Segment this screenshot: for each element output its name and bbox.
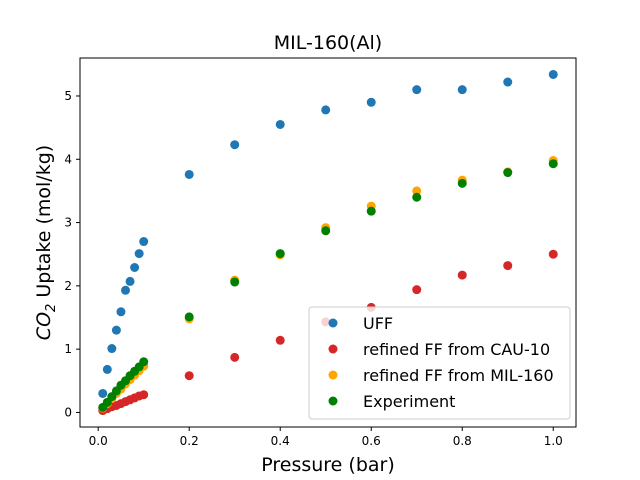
legend-marker (328, 344, 338, 354)
data-point (121, 285, 131, 295)
legend-label: UFF (363, 314, 393, 333)
legend-label: Experiment (363, 392, 455, 411)
data-point (366, 97, 376, 107)
data-point (107, 344, 117, 354)
plot-content (98, 69, 558, 416)
y-axis-label-prefix: CO (33, 312, 55, 340)
data-point (366, 206, 376, 216)
data-point (412, 285, 422, 295)
y-tick-label: 1 (64, 342, 72, 356)
chart-title: MIL-160(Al) (274, 32, 382, 54)
x-tick-label: 0.4 (271, 434, 290, 448)
legend-items: UFF refined FF from CAU-10 refined FF from… (328, 314, 554, 411)
y-tick-label: 5 (64, 89, 72, 103)
plot-frame (79, 57, 577, 428)
data-point (548, 249, 558, 259)
data-point (139, 390, 149, 400)
data-point (230, 140, 240, 150)
data-point (275, 249, 285, 259)
x-axis: 0.0 0.2 0.4 0.6 0.8 1.0 (89, 427, 563, 448)
data-point (230, 277, 240, 287)
series-uff (98, 69, 558, 398)
data-point (412, 85, 422, 95)
data-point (116, 307, 126, 317)
data-point (230, 352, 240, 362)
y-tick-label: 4 (64, 152, 72, 166)
legend-label: refined FF from CAU-10 (363, 340, 550, 359)
x-tick-label: 1.0 (544, 434, 563, 448)
data-point (102, 364, 112, 374)
series-experiment (98, 159, 558, 412)
data-point (184, 312, 194, 322)
data-point (134, 249, 144, 259)
y-tick-label: 3 (64, 216, 72, 230)
data-point (503, 77, 513, 87)
legend-marker (328, 318, 338, 328)
legend-marker (328, 396, 338, 406)
y-axis-label-suffix: Uptake (mol/kg) (33, 145, 55, 304)
x-axis-label: Pressure (bar) (261, 454, 395, 476)
y-tick-label: 0 (64, 405, 72, 419)
data-point (457, 85, 467, 95)
data-point (111, 325, 121, 335)
data-point (275, 119, 285, 129)
data-point (548, 69, 558, 79)
data-point (503, 168, 513, 178)
data-point (184, 371, 194, 381)
x-tick-label: 0.6 (362, 434, 381, 448)
data-point (139, 237, 149, 247)
legend: UFF refined FF from CAU-10 refined FF from… (308, 306, 571, 420)
x-tick-label: 0.0 (89, 434, 108, 448)
data-point (184, 169, 194, 179)
y-tick-label: 2 (64, 279, 72, 293)
data-point (130, 263, 140, 273)
data-point (412, 192, 422, 202)
series-refined-ff-from-cau-10 (98, 249, 558, 416)
y-axis: 0 1 2 3 4 5 (64, 89, 80, 419)
legend-label: refined FF from MIL-160 (363, 366, 554, 385)
data-point (139, 357, 149, 367)
data-point (457, 270, 467, 280)
x-tick-label: 0.8 (453, 434, 472, 448)
data-point (503, 261, 513, 271)
data-point (125, 276, 135, 286)
legend-box (308, 306, 571, 420)
y-axis-label: CO2 Uptake (mol/kg) (33, 145, 59, 340)
legend-marker (328, 370, 338, 380)
data-point (548, 159, 558, 169)
data-point (457, 178, 467, 188)
data-point (321, 226, 331, 236)
x-tick-label: 0.2 (180, 434, 199, 448)
data-point (321, 105, 331, 115)
data-point (98, 388, 108, 398)
y-axis-label-subscript: 2 (44, 304, 59, 312)
data-point (275, 335, 285, 345)
data-point (412, 186, 422, 196)
